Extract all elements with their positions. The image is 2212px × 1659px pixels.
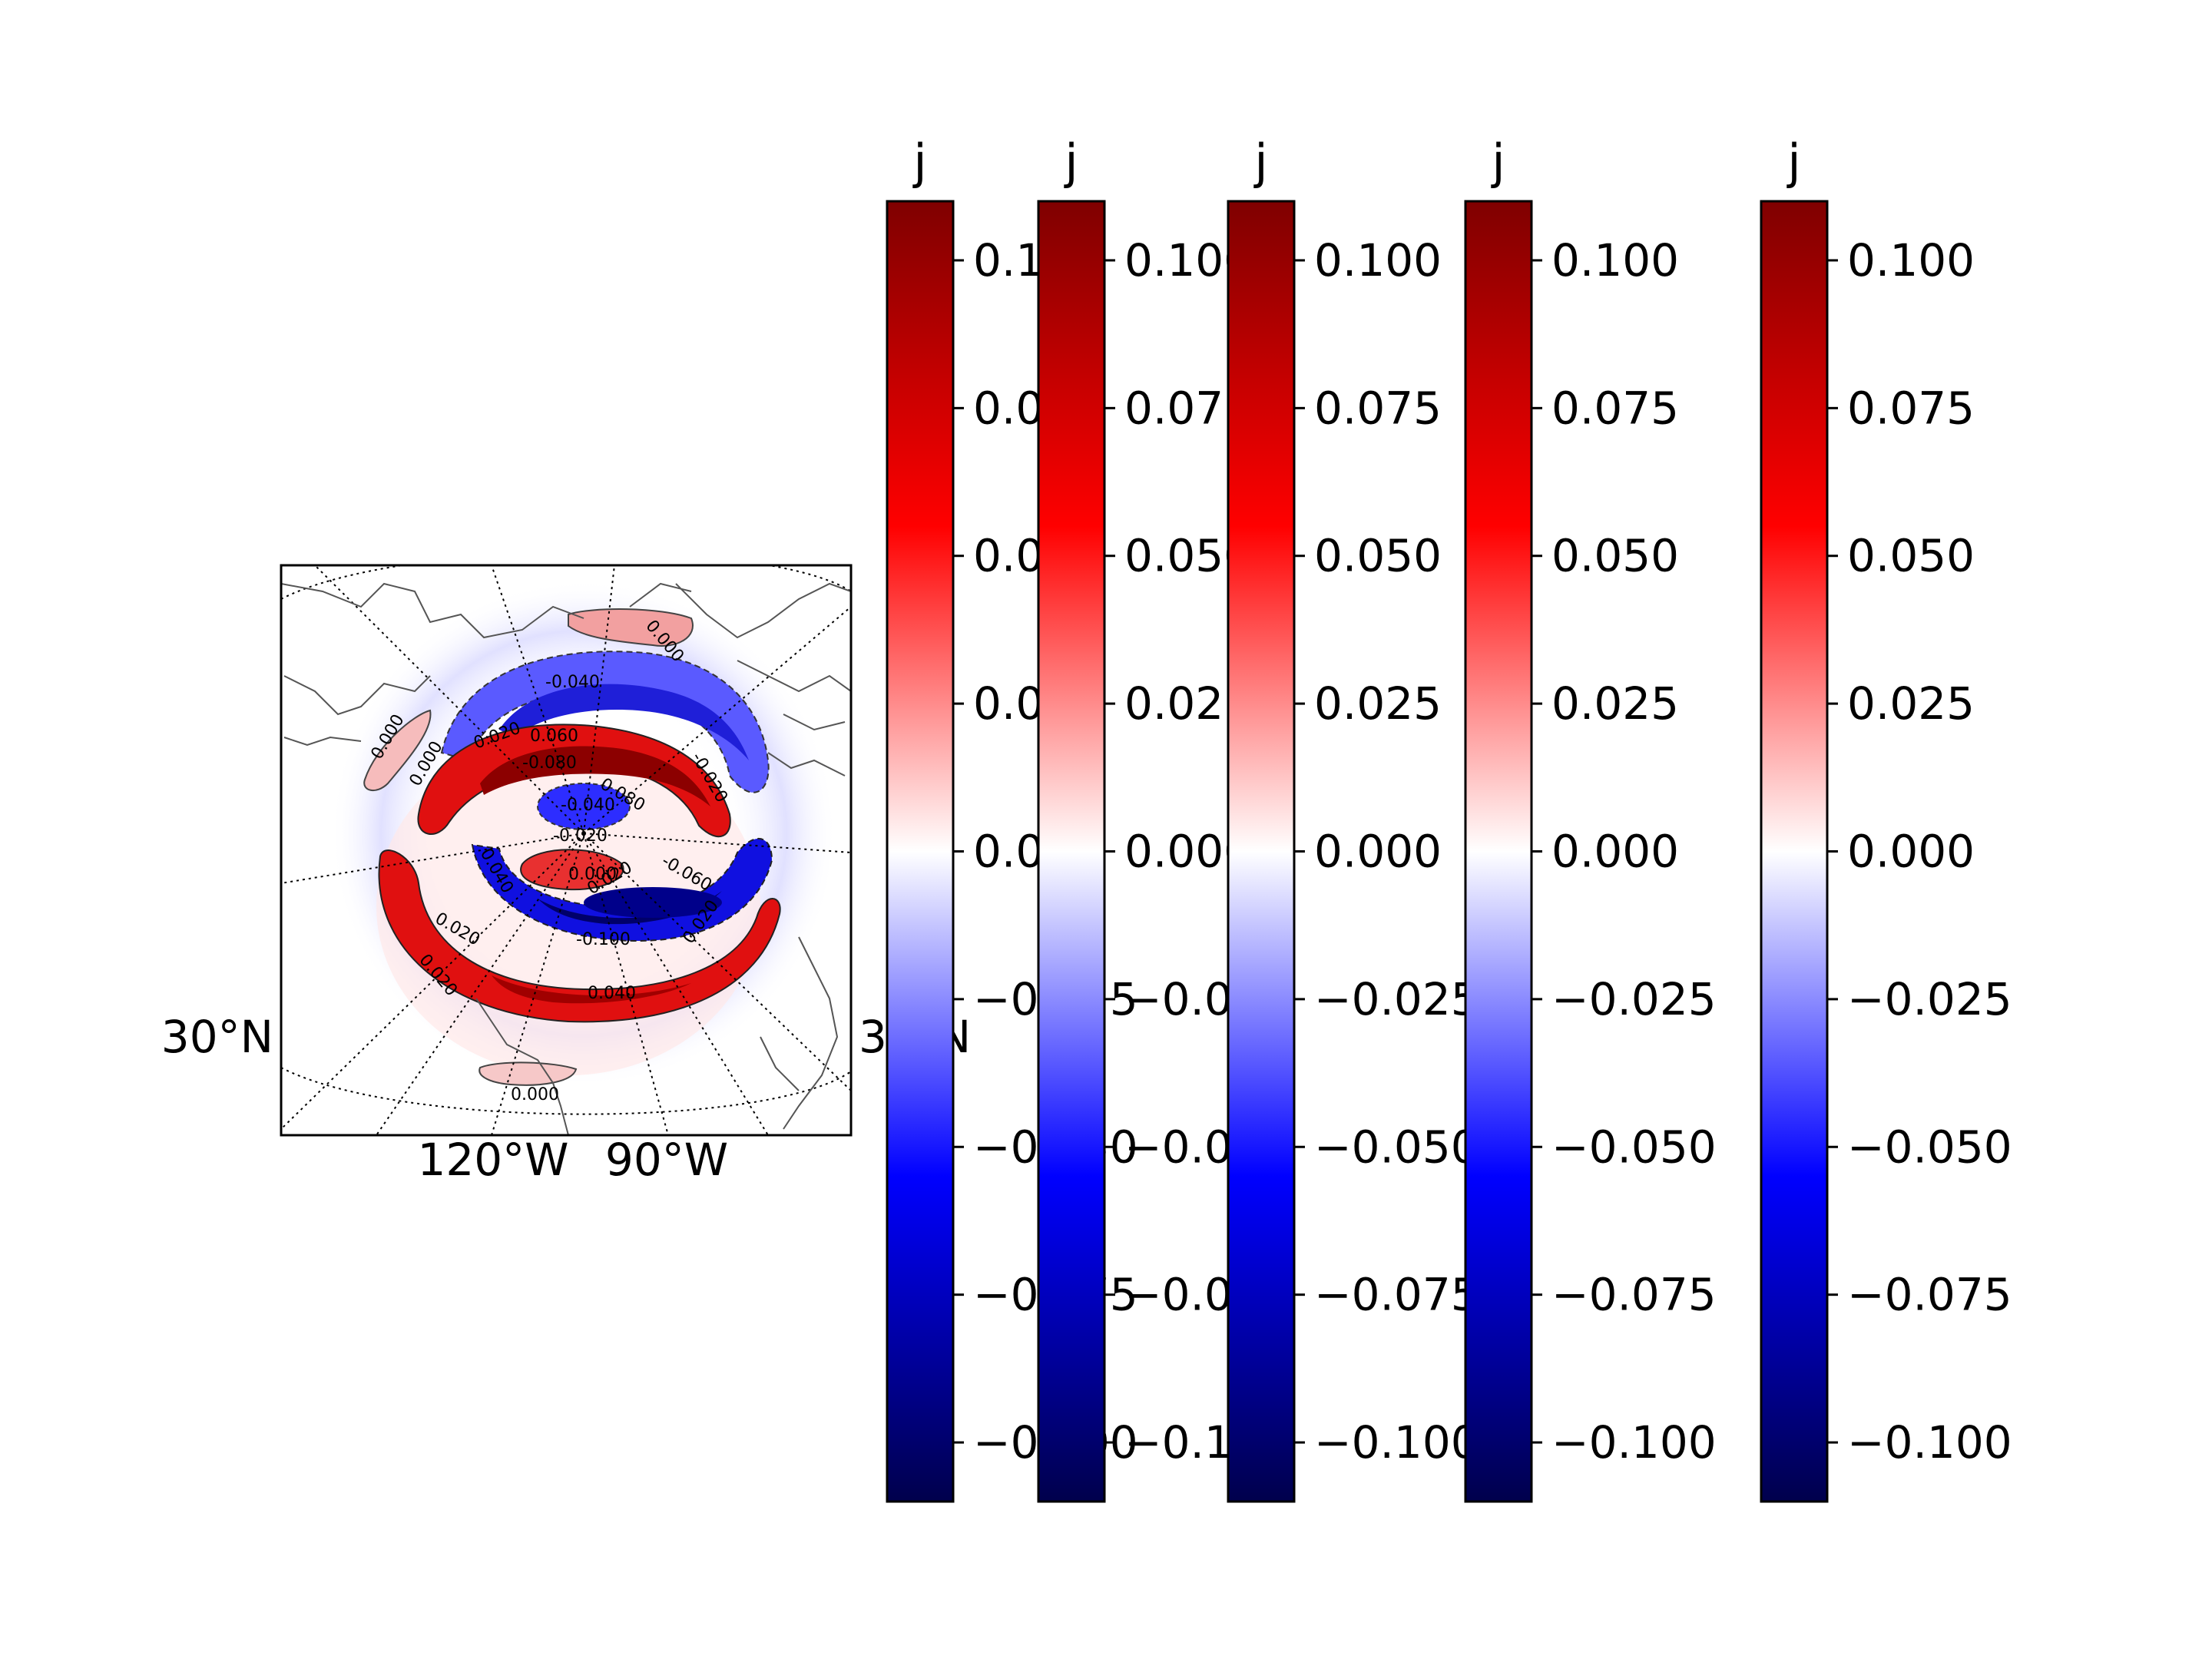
colorbar-tick-label: −0.100 <box>1551 1416 1717 1469</box>
colorbar-tick-label: −0.025 <box>1551 973 1717 1025</box>
colorbar-title: j <box>1786 134 1800 190</box>
colorbar-tick-label: 0.075 <box>1551 382 1679 434</box>
contour-label: 0.000 <box>568 865 617 884</box>
red-band-lower <box>378 849 781 1023</box>
graticule <box>281 565 851 1135</box>
colorbar-gradient <box>1228 201 1294 1502</box>
colorbar: j 0.100 0.075 0.050 0.025 0.000 −0.025 −0.050 −0… <box>1464 134 1717 1503</box>
contour-label: -0.020 <box>553 826 608 846</box>
lon-label: 90°W <box>605 1134 728 1186</box>
colorbar-tick-label: −0.025 <box>1314 973 1479 1025</box>
colorbar-tick-label: −0.100 <box>1314 1416 1479 1469</box>
blue-band-upper-core <box>499 684 749 760</box>
map-plot-area: -0.040 -0.020 0.020 0.060 -0.080 0.080 0… <box>281 565 851 1135</box>
lon-label: 120°W <box>417 1134 568 1186</box>
blue-band-lower-core2 <box>584 887 722 918</box>
colorbar-tick-label: 0.050 <box>1551 530 1679 582</box>
colorbar-gradient <box>887 201 953 1502</box>
colorbar-tick-label: 0.050 <box>1314 530 1442 582</box>
colorbar-title: j <box>1253 134 1267 190</box>
red-band-lower-core <box>492 975 691 1004</box>
red-band-upper-core <box>480 746 710 806</box>
colorbar-title: j <box>912 134 926 190</box>
red-patch-left <box>363 709 432 791</box>
contour-label: -0.080 <box>522 753 577 773</box>
red-patch-bottom <box>478 1061 578 1086</box>
colorbar-tick-label: 0.000 <box>1314 826 1442 878</box>
colorbar-tick-label: 0.025 <box>1551 677 1679 730</box>
colorbar-gradient <box>1038 201 1104 1502</box>
contour-label: -0.100 <box>576 930 631 949</box>
map-frame <box>280 564 853 1137</box>
colorbar-tick-label: 0.025 <box>1847 677 1975 730</box>
colorbar-tick-label: 0.075 <box>1847 382 1975 434</box>
colorbar-tick-label: −0.050 <box>1847 1121 2012 1173</box>
colorbar-tick-label: 0.025 <box>1314 677 1442 730</box>
colorbar-tick-label: −0.050 <box>1551 1121 1717 1173</box>
colorbar-title: j <box>1063 134 1078 190</box>
colorbar-tick-label: 0.000 <box>1551 826 1679 878</box>
contour-label: -0.040 <box>545 673 600 692</box>
colorbar-tick-label: 0.000 <box>1847 826 1975 878</box>
colorbar-tick-label: −0.075 <box>1314 1269 1479 1321</box>
colorbar-tick-label: −0.075 <box>1847 1269 2012 1321</box>
red-patch-top <box>568 608 694 647</box>
colorbar-tick-label: 0.075 <box>1314 382 1442 434</box>
colorbar-tick-label: 0.100 <box>1314 234 1442 286</box>
lat-label-left: 30°N <box>161 1011 273 1063</box>
contour-label: -0.040 <box>561 796 615 815</box>
coastlines <box>281 582 851 1135</box>
red-band-upper <box>417 724 731 838</box>
map-panel: -0.040 -0.020 0.020 0.060 -0.080 0.080 0… <box>161 564 971 1186</box>
colorbar-tick-label: 0.100 <box>1551 234 1679 286</box>
colorbar-tick-label: −0.100 <box>1847 1416 2012 1469</box>
colorbar-tick-label: −0.050 <box>1314 1121 1479 1173</box>
colorbar-gradient <box>1761 201 1827 1502</box>
contour-label: 0.040 <box>588 984 636 1003</box>
inner-blue-blob <box>537 783 631 830</box>
contour-label: 0.000 <box>511 1085 559 1104</box>
colorbar-title: j <box>1490 134 1505 190</box>
colorbar-tick-label: 0.100 <box>1847 234 1975 286</box>
colorbar: j 0.100 0.075 0.050 0.025 0.000 −0.025 −0.050 −0… <box>1760 134 2012 1503</box>
colorbar: j 0.100 0.075 0.050 0.025 0.000 −0.025 −0.050 −0… <box>1227 134 1479 1503</box>
colorbars: j 0.100 0.075 0.050 0.025 0.000 −0.025 −0.050 −0… <box>886 134 2012 1503</box>
blue-band-lower <box>471 837 773 942</box>
colorbar-gradient <box>1465 201 1532 1502</box>
colorbar-tick-label: −0.025 <box>1847 973 2012 1025</box>
colorbar-tick-label: −0.075 <box>1551 1269 1717 1321</box>
colorbar-tick-label: 0.050 <box>1847 530 1975 582</box>
contour-label: 0.060 <box>530 727 578 746</box>
